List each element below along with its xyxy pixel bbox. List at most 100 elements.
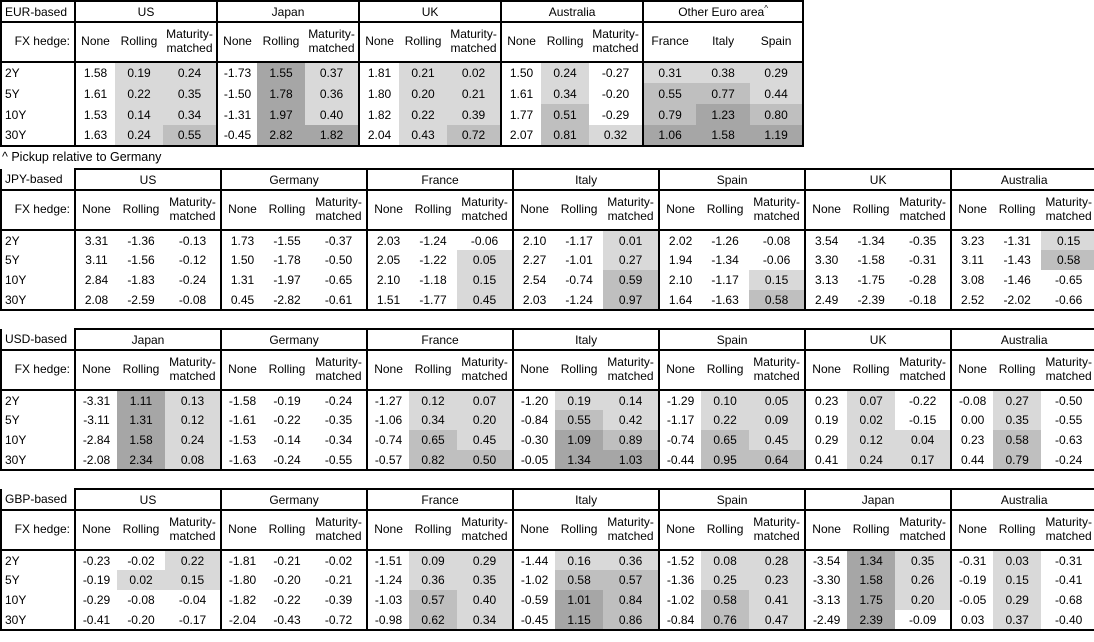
table-row: 10Y 1.53 0.14 0.34 -1.31 1.97 0.40 1.82 0.22 0.39… xyxy=(1,104,804,125)
data-cell: 0.05 xyxy=(457,250,514,270)
data-cell: -2.59 xyxy=(127,292,155,307)
data-cell: 0.55 xyxy=(642,83,697,104)
fx-hedge-label: FX hedge: xyxy=(1,190,75,231)
column-header: Maturity-matched xyxy=(603,350,660,391)
data-cell: 2.03 xyxy=(512,290,556,310)
group-header: France xyxy=(366,488,514,511)
data-cell: -0.45 xyxy=(512,610,556,630)
column-header: Rolling xyxy=(541,22,590,63)
data-cell: 1.15 xyxy=(555,610,604,630)
data-cell: -1.63 xyxy=(220,450,264,470)
data-cell: 1.51 xyxy=(366,290,410,310)
data-cell: -1.26 xyxy=(711,233,739,248)
data-cell: 0.81 xyxy=(541,125,590,146)
table-usd-based: USD-based Japan Germany France Italy Spain UK A… xyxy=(0,328,1094,471)
data-cell: 2.03 xyxy=(366,230,410,250)
data-cell: -0.65 xyxy=(324,273,353,287)
data-cell: 1.82 xyxy=(305,125,360,146)
data-cell: 0.02 xyxy=(447,62,502,83)
data-cell: -0.24 xyxy=(1054,452,1083,467)
data-cell: 0.07 xyxy=(847,390,896,410)
data-cell: 1.03 xyxy=(603,450,660,470)
table-row: 5Y 1.61 0.22 0.35 -1.50 1.78 0.36 1.80 0.20 0.21 1… xyxy=(1,83,804,104)
group-header: Italy xyxy=(512,328,660,351)
data-cell: 0.09 xyxy=(749,410,806,430)
data-cell: 1.55 xyxy=(257,62,306,83)
column-header: Rolling xyxy=(847,190,896,231)
tenor-row-label: 2Y xyxy=(5,66,20,80)
group-header: Japan xyxy=(216,1,360,23)
data-cell: 0.45 xyxy=(457,290,514,310)
column-header: Italy xyxy=(696,22,751,63)
base-currency-label: EUR-based xyxy=(1,1,75,23)
column-header: None xyxy=(220,190,264,231)
data-cell: -1.01 xyxy=(565,253,593,267)
group-header-row: EUR-based US Japan UK Australia Other Euro ar… xyxy=(1,1,804,23)
data-cell: -1.20 xyxy=(512,390,556,410)
data-cell: 2.84 xyxy=(74,270,117,290)
data-cell: 1.80 xyxy=(358,83,400,104)
tenor-row-label: 2Y xyxy=(5,393,20,408)
group-header: France xyxy=(366,328,514,351)
data-cell: -0.05 xyxy=(512,450,556,470)
table-row: 10Y 2.84 -1.83 -0.24 1.31 -1.97 -0.65 2.10 -1.18… xyxy=(1,270,1094,290)
data-cell: -0.98 xyxy=(366,610,410,630)
group-header: Australia xyxy=(950,488,1094,511)
data-cell: 0.58 xyxy=(749,290,806,310)
table-row: 5Y 3.11 -1.56 -0.12 1.50 -1.78 -0.50 2.05 -1.22 0… xyxy=(1,250,1094,270)
column-header: None xyxy=(950,510,994,551)
data-cell: 1.97 xyxy=(257,104,306,125)
column-header: None xyxy=(366,350,410,391)
table-row: 30Y -0.41 -0.20 -0.17 -2.04 -0.43 -0.72 -0.98 0.… xyxy=(1,610,1094,630)
data-cell: 0.22 xyxy=(165,550,222,570)
group-name: Italy xyxy=(575,332,598,347)
data-cell: 2.82 xyxy=(257,125,306,146)
table-row: 5Y -3.11 1.31 0.12 -1.61 -0.22 -0.35 -1.06 0.34 0… xyxy=(1,410,1094,430)
data-cell: -0.23 xyxy=(74,550,117,570)
base-currency-label: JPY-based xyxy=(1,169,75,191)
data-cell: 0.45 xyxy=(457,430,514,450)
footnote: ^ Pickup relative to Germany xyxy=(2,150,162,164)
column-header: Rolling xyxy=(701,190,750,231)
data-cell: 0.08 xyxy=(165,450,222,470)
data-cell: 0.02 xyxy=(847,410,896,430)
group-header: US xyxy=(73,1,218,23)
data-cell: 0.34 xyxy=(409,410,458,430)
data-cell: 0.36 xyxy=(603,550,660,570)
table-row: 30Y 1.63 0.24 0.55 -0.45 2.82 1.82 2.04 0.43 0.72… xyxy=(1,125,804,146)
column-header: Rolling xyxy=(847,510,896,551)
base-currency-label: USD-based xyxy=(1,329,75,351)
group-header: France xyxy=(366,168,514,191)
column-header: Maturity-matched xyxy=(1041,190,1094,231)
group-header-row: GBP-based US Germany France Italy Spain Japan A… xyxy=(1,488,1094,511)
table-row: 2Y -3.31 1.11 0.13 -1.58 -0.19 -0.24 -1.27 0.12 0… xyxy=(1,390,1094,410)
data-cell: -1.55 xyxy=(273,233,301,248)
data-cell: -1.31 xyxy=(1003,233,1031,248)
column-header: None xyxy=(74,510,117,551)
fx-hedge-label: FX hedge: xyxy=(1,350,75,391)
table-row: 10Y -0.29 -0.08 -0.04 -1.82 -0.22 -0.39 -1.03 0.… xyxy=(1,590,1094,610)
column-header: Rolling xyxy=(409,350,458,391)
data-cell: -0.18 xyxy=(908,292,937,307)
group-header: US xyxy=(73,168,222,191)
data-cell: 0.45 xyxy=(220,290,264,310)
data-cell: -0.20 xyxy=(127,612,155,627)
group-name: Germany xyxy=(269,492,319,507)
data-cell: 0.80 xyxy=(750,104,804,125)
data-cell: -2.04 xyxy=(220,610,264,630)
data-cell: 0.38 xyxy=(696,62,751,83)
column-header: Maturity-matched xyxy=(749,350,806,391)
data-cell: -0.74 xyxy=(366,430,410,450)
group-name: UK xyxy=(421,4,439,19)
table-row: 5Y -0.19 0.02 0.15 -1.80 -0.20 -0.21 -1.24 0.36 0… xyxy=(1,570,1094,590)
column-header: None xyxy=(950,190,994,231)
data-cell: 0.95 xyxy=(701,450,750,470)
data-cell: -0.08 xyxy=(762,233,791,248)
data-cell: -2.39 xyxy=(857,292,885,307)
data-cell: 0.27 xyxy=(993,390,1042,410)
column-header: Rolling xyxy=(409,510,458,551)
data-cell: 0.29 xyxy=(993,590,1042,610)
data-cell: -1.56 xyxy=(127,253,155,267)
group-header: Italy xyxy=(512,168,660,191)
